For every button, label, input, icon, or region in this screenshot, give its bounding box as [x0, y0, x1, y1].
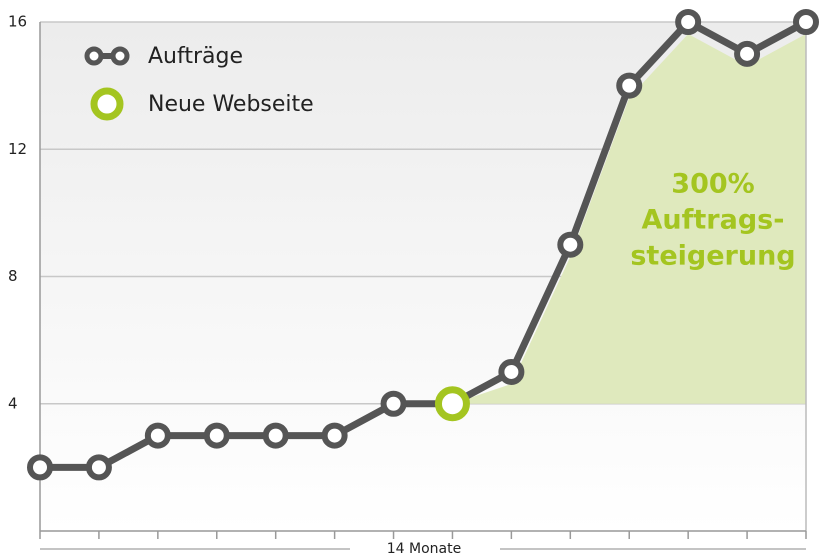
marker — [27, 454, 53, 481]
marker — [557, 231, 584, 258]
y-tick-label: 4 — [8, 394, 18, 412]
legend-label: Aufträge — [148, 44, 243, 69]
x-axis-label: 14 Monate — [387, 541, 461, 557]
y-tick-label: 12 — [8, 140, 27, 158]
y-tick-label: 16 — [8, 13, 27, 31]
highlight-area — [452, 34, 806, 404]
marker — [616, 72, 643, 99]
marker — [203, 422, 230, 449]
highlight-marker — [434, 386, 470, 422]
annotation: 300% — [671, 169, 754, 200]
annotation: steigerung — [630, 241, 795, 272]
marker — [144, 422, 171, 449]
annotation: Auftrags- — [642, 205, 785, 236]
marker — [498, 358, 525, 385]
legend-label: Neue Webseite — [148, 92, 314, 117]
legend-marker — [84, 46, 104, 66]
marker — [85, 454, 112, 481]
marker — [734, 40, 761, 67]
marker — [675, 9, 702, 35]
legend-marker — [110, 46, 130, 66]
marker — [793, 9, 819, 35]
marker — [380, 390, 407, 417]
y-tick-label: 8 — [8, 267, 18, 285]
marker — [321, 422, 348, 449]
legend-marker — [90, 87, 124, 121]
marker — [262, 422, 289, 449]
